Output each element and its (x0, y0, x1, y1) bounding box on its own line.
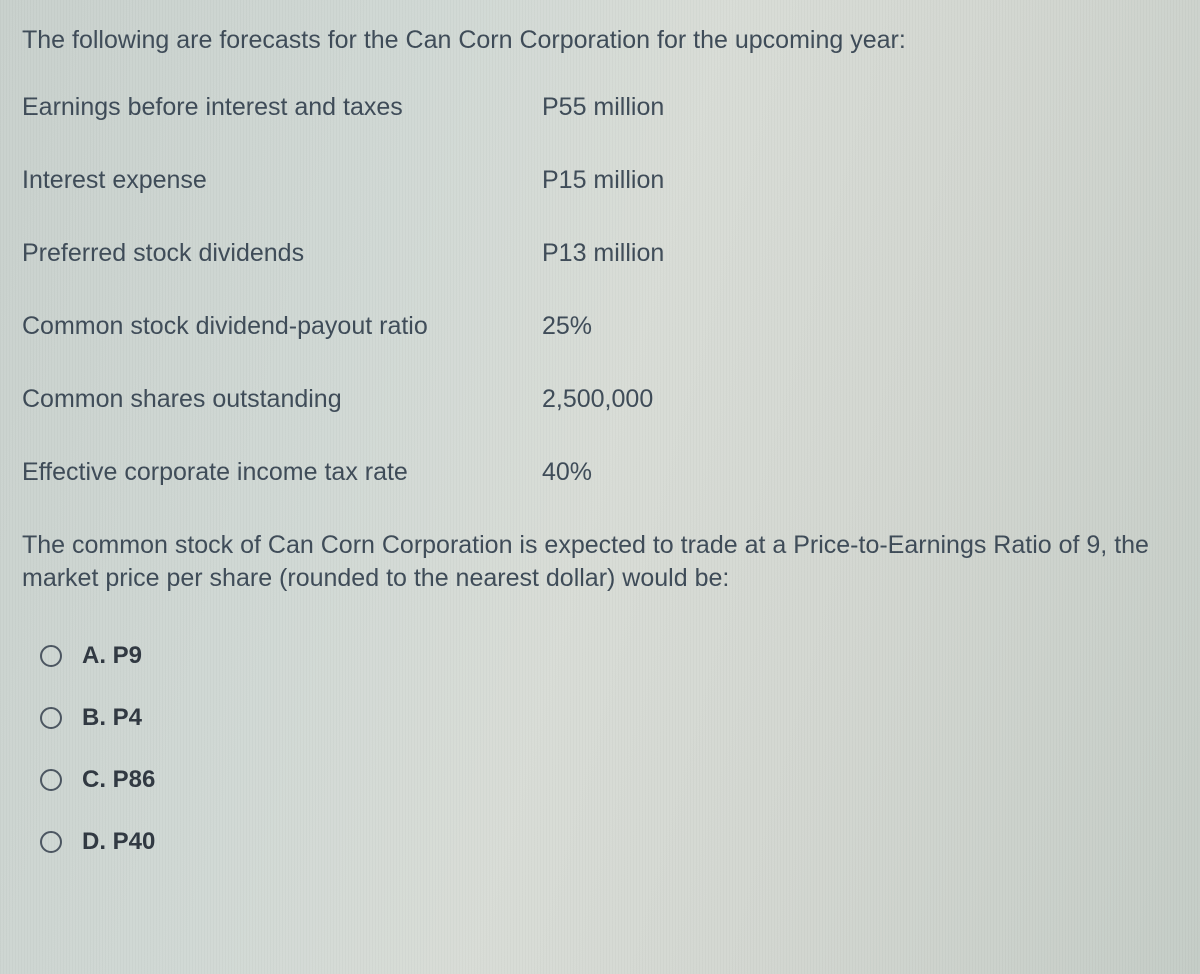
option-d[interactable]: D. P40 (40, 828, 1178, 856)
option-b[interactable]: B. P4 (40, 704, 1178, 732)
option-label: D. P40 (82, 828, 155, 856)
option-a[interactable]: A. P9 (40, 642, 1178, 670)
row-value: P15 million (542, 166, 1178, 195)
answer-options: A. P9 B. P4 C. P86 D. P40 (22, 642, 1178, 856)
row-value: P55 million (542, 93, 1178, 122)
question-text: The common stock of Can Corn Corporation… (22, 529, 1178, 597)
row-value: 25% (542, 312, 1178, 341)
row-label: Common stock dividend-payout ratio (22, 312, 542, 341)
option-label: A. P9 (82, 642, 142, 670)
radio-icon[interactable] (40, 769, 62, 791)
question-intro: The following are forecasts for the Can … (22, 24, 1178, 57)
row-value: 40% (542, 458, 1178, 487)
option-c[interactable]: C. P86 (40, 766, 1178, 794)
forecast-table: Earnings before interest and taxes P55 m… (22, 93, 1178, 487)
row-label: Effective corporate income tax rate (22, 458, 542, 487)
radio-icon[interactable] (40, 707, 62, 729)
radio-icon[interactable] (40, 645, 62, 667)
row-label: Preferred stock dividends (22, 239, 542, 268)
option-label: C. P86 (82, 766, 155, 794)
row-label: Interest expense (22, 166, 542, 195)
row-value: 2,500,000 (542, 385, 1178, 414)
row-label: Common shares outstanding (22, 385, 542, 414)
row-label: Earnings before interest and taxes (22, 93, 542, 122)
radio-icon[interactable] (40, 831, 62, 853)
row-value: P13 million (542, 239, 1178, 268)
option-label: B. P4 (82, 704, 142, 732)
